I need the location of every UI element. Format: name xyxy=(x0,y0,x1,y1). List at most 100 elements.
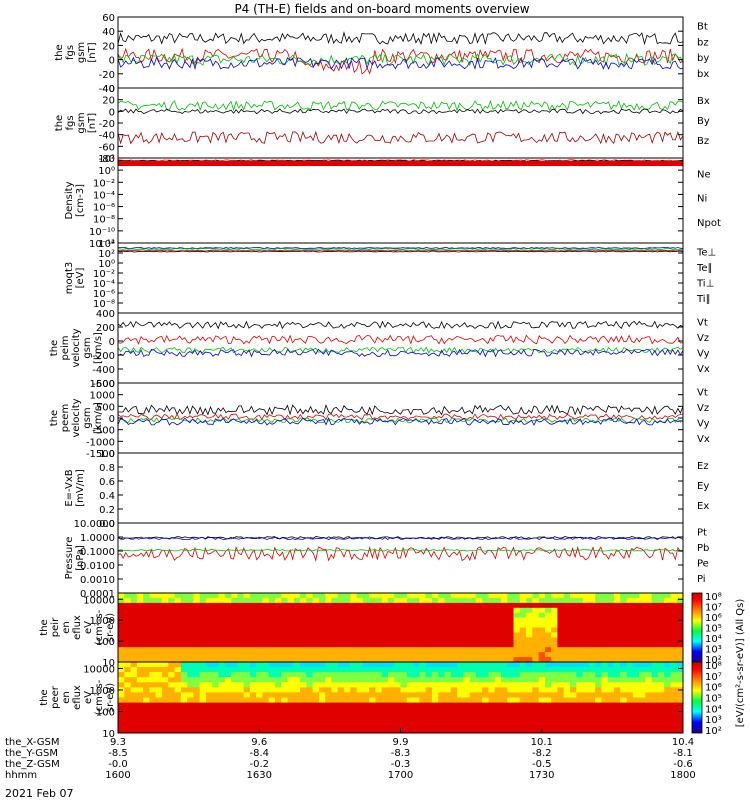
spectrogram-cell xyxy=(180,593,188,599)
spectrogram-cell xyxy=(400,672,408,678)
spectrogram-cell xyxy=(174,697,182,704)
spectrogram-cell xyxy=(494,647,502,653)
spectrogram-cell xyxy=(582,642,590,648)
spectrogram-cell xyxy=(256,642,263,648)
spectrogram-cell xyxy=(130,692,138,698)
y-tick-label: 10⁻⁸ xyxy=(93,215,115,226)
spectrogram-cell xyxy=(431,687,439,693)
spectrogram-cell xyxy=(607,717,615,724)
spectrogram-cell xyxy=(205,637,213,643)
spectrogram-cell xyxy=(262,712,270,719)
spectrogram-cell xyxy=(419,597,427,604)
spectrogram-cell xyxy=(419,657,427,663)
spectrogram-cell xyxy=(344,597,351,604)
spectrogram-cell xyxy=(488,667,496,673)
spectrogram-cell xyxy=(563,617,571,623)
spectrogram-cell xyxy=(419,652,427,658)
spectrogram-cell xyxy=(381,602,389,609)
spectrogram-cell xyxy=(243,692,251,698)
spectrogram-cell xyxy=(513,617,521,623)
spectrogram-cell xyxy=(143,682,150,688)
spectrogram-cell xyxy=(507,707,514,714)
spectrogram-cell xyxy=(645,707,653,714)
spectrogram-cell xyxy=(438,712,445,719)
spectrogram-cell xyxy=(381,722,389,729)
spectrogram-cell xyxy=(425,593,433,599)
colorbar-tick-label: 10⁸ xyxy=(705,592,722,603)
spectrogram-cell xyxy=(607,682,615,688)
spectrogram-cell xyxy=(143,617,150,623)
spectrogram-cell xyxy=(632,622,640,628)
spectrogram-cell xyxy=(413,622,420,628)
spectrogram-cell xyxy=(130,727,138,734)
spectrogram-cell xyxy=(613,607,621,614)
spectrogram-cell xyxy=(463,662,471,668)
spectrogram-cell xyxy=(494,677,502,683)
legend-Bx: Bx xyxy=(697,96,710,107)
spectrogram-cell xyxy=(538,687,546,693)
spectrogram-cell xyxy=(136,602,144,609)
spectrogram-cell xyxy=(632,617,640,623)
spectrogram-cell xyxy=(369,667,376,673)
spectrogram-cell xyxy=(532,677,540,683)
spectrogram-cell xyxy=(356,662,364,668)
spectrogram-cell xyxy=(595,692,602,698)
spectrogram-cell xyxy=(243,602,251,609)
spectrogram-cell xyxy=(369,657,376,663)
spectrogram-cell xyxy=(268,702,276,709)
y-axis-label-line: sr-eV) xyxy=(105,683,116,712)
spectrogram-cell xyxy=(444,727,452,734)
spectrogram-cell xyxy=(413,612,420,619)
spectrogram-cell xyxy=(469,647,477,653)
spectrogram-cell xyxy=(237,657,245,663)
spectrogram-cell xyxy=(318,692,326,698)
spectrogram-cell xyxy=(300,692,307,698)
spectrogram-cell xyxy=(651,682,659,688)
series-line-Ti⊥ xyxy=(117,247,684,249)
spectrogram-cell xyxy=(582,692,590,698)
spectrogram-cell xyxy=(676,622,684,628)
spectrogram-cell xyxy=(350,632,358,638)
spectrogram-cell xyxy=(149,692,157,698)
spectrogram-cell xyxy=(356,647,364,653)
spectrogram-cell xyxy=(507,677,514,683)
spectrogram-cell xyxy=(212,657,219,663)
spectrogram-cell xyxy=(205,647,213,653)
spectrogram-cell xyxy=(450,712,458,719)
spectrogram-cell xyxy=(431,657,439,663)
spectrogram-cell xyxy=(212,727,219,734)
spectrogram-cell xyxy=(570,612,577,619)
spectrogram-cell xyxy=(331,627,339,633)
spectrogram-cell xyxy=(444,632,452,638)
spectrogram-cell xyxy=(538,617,546,623)
spectrogram-cell xyxy=(475,617,483,623)
spectrogram-cell xyxy=(406,657,414,663)
spectrogram-cell xyxy=(544,707,552,714)
spectrogram-cell xyxy=(268,682,276,688)
spectrogram-cell xyxy=(381,712,389,719)
spectrogram-cell xyxy=(249,647,257,653)
spectrogram-cell xyxy=(293,597,301,604)
spectrogram-cell xyxy=(331,632,339,638)
date-label: 2021 Feb 07 xyxy=(5,787,73,800)
spectrogram-cell xyxy=(199,622,207,628)
spectrogram-cell xyxy=(300,687,307,693)
spectrogram-cell xyxy=(381,702,389,709)
y-axis-label-line: [nT] xyxy=(87,113,98,133)
spectrogram-cell xyxy=(526,707,533,714)
spectrogram-cell xyxy=(394,702,401,709)
y-tick-label: 0 xyxy=(109,414,115,425)
spectrogram-cell xyxy=(639,622,646,628)
spectrogram-cell xyxy=(513,667,521,673)
spectrogram-cell xyxy=(212,642,219,648)
spectrogram-cell xyxy=(143,702,150,709)
spectrogram-cell xyxy=(262,662,270,668)
spectrogram-cell xyxy=(431,727,439,734)
spectrogram-cell xyxy=(544,702,552,709)
spectrogram-cell xyxy=(118,672,125,678)
spectrogram-cell xyxy=(256,632,263,638)
spectrogram-cell xyxy=(356,627,364,633)
spectrogram-cell xyxy=(237,617,245,623)
spectrogram-cell xyxy=(161,712,169,719)
